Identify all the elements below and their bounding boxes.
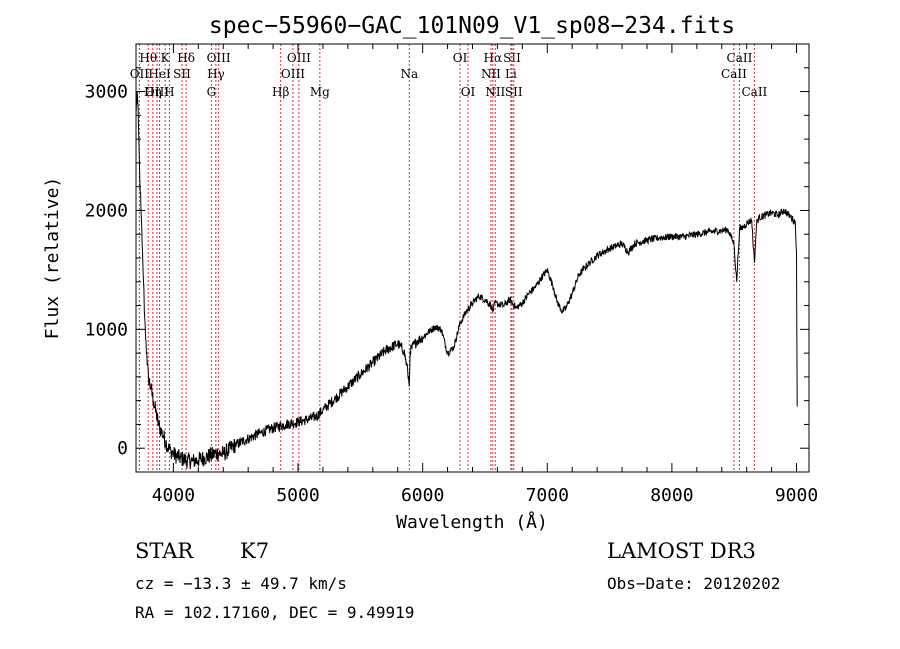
marker-label: OIII	[145, 85, 169, 99]
marker-label: K	[161, 51, 171, 65]
marker-label: Hγ	[207, 67, 225, 81]
marker-label: Na	[400, 67, 418, 81]
marker-label: G	[207, 85, 217, 99]
marker-label: NII	[485, 85, 505, 99]
y-tick-labels: 0 1000 2000 3000	[85, 82, 128, 460]
marker-label: OIII	[281, 67, 305, 81]
marker-label: SII	[503, 51, 521, 65]
spectrum-line	[135, 91, 798, 470]
spectrum-chart: spec−55960−GAC_101N09_V1_sp08−234.fits H…	[42, 13, 819, 533]
marker-label: HeI	[148, 67, 171, 81]
object-subclass: K7	[240, 539, 270, 563]
y-tick-label: 0	[117, 438, 128, 459]
x-tick-labels: 4000 5000 6000 7000 8000 9000	[152, 485, 819, 506]
x-tick-label: 8000	[650, 485, 693, 506]
marker-label: OIII	[287, 51, 311, 65]
marker-label: OI	[461, 85, 476, 99]
marker-label: OIII	[207, 51, 231, 65]
marker-label: CaII	[721, 67, 747, 81]
marker-label: SII	[505, 85, 523, 99]
chart-title: spec−55960−GAC_101N09_V1_sp08−234.fits	[209, 13, 735, 39]
x-tick-label: 6000	[401, 485, 444, 506]
y-tick-label: 2000	[85, 200, 128, 221]
marker-label: CaII	[741, 85, 767, 99]
obs-date: Obs−Date: 20120202	[607, 574, 781, 593]
x-tick-label: 9000	[775, 485, 818, 506]
marker-label: H	[164, 85, 174, 99]
marker-label: SII	[173, 67, 191, 81]
marker-label: OI	[453, 51, 468, 65]
marker-label: Mg	[310, 85, 330, 99]
x-axis-label: Wavelength (Å)	[396, 511, 548, 533]
marker-label: Hα	[484, 51, 503, 65]
marker-label: Hθ	[139, 51, 157, 65]
object-class: STAR	[135, 539, 194, 563]
survey-name: LAMOST DR3	[607, 539, 756, 563]
marker-label: CaII	[727, 51, 753, 65]
marker-label: Hβ	[272, 85, 289, 99]
x-tick-label: 7000	[526, 485, 569, 506]
marker-label: OII	[130, 67, 150, 81]
spectrum-plot	[135, 91, 798, 470]
x-tick-label: 5000	[276, 485, 319, 506]
marker-label: Li	[505, 67, 517, 81]
y-axis-label: Flux (relative)	[42, 177, 63, 340]
marker-label: Hδ	[177, 51, 195, 65]
plot-frame	[135, 43, 810, 473]
x-tick-label: 4000	[152, 485, 195, 506]
line-markers: Hθ OII OIII K HeI Hη SII H Hδ OIII Hγ G Hβ OIII OIII Mg…	[130, 44, 768, 472]
marker-label: Hη	[144, 85, 162, 99]
marker-label: NII	[481, 67, 501, 81]
redshift-text: cz = −13.3 ± 49.7 km/s	[135, 574, 347, 593]
y-tick-label: 3000	[85, 82, 128, 103]
axis-ticks	[136, 43, 809, 472]
y-tick-label: 1000	[85, 319, 128, 340]
coordinates: RA = 102.17160, DEC = 9.49919	[135, 603, 415, 622]
